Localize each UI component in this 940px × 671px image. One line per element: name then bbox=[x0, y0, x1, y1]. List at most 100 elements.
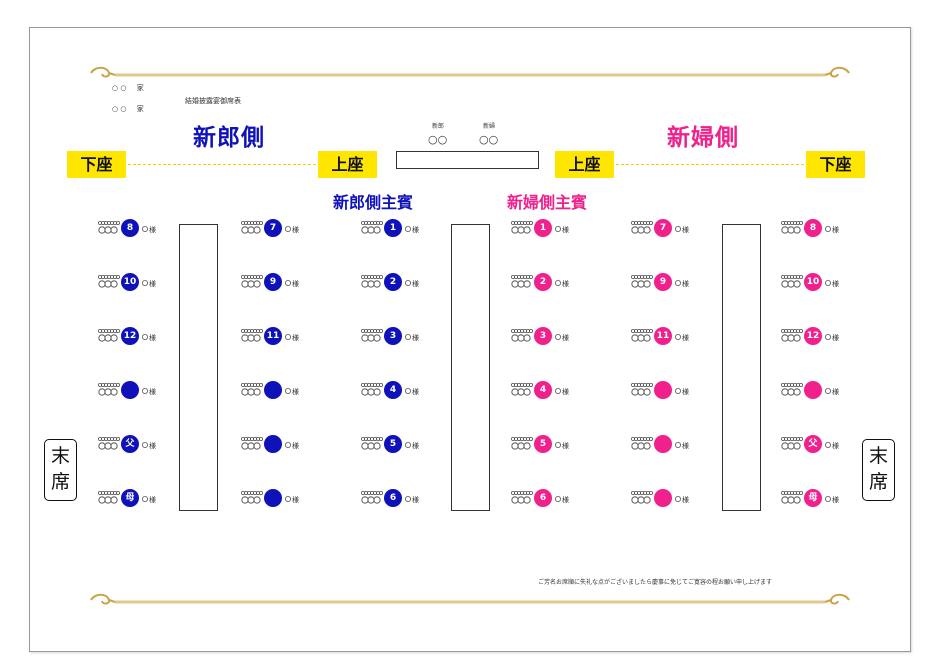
svg-text:様: 様 bbox=[562, 333, 569, 342]
seat-number-badge: 2 bbox=[534, 273, 552, 291]
seat: 様 bbox=[781, 381, 841, 399]
seat: 様母 bbox=[98, 489, 158, 507]
seat-number-badge: 10 bbox=[121, 273, 139, 291]
seat: 様 bbox=[241, 489, 301, 507]
end-label-bottom: 席 bbox=[50, 471, 70, 493]
svg-text:様: 様 bbox=[682, 333, 689, 342]
seat-number-badge bbox=[654, 381, 672, 399]
svg-text:様: 様 bbox=[562, 279, 569, 288]
seat-number-badge: 9 bbox=[264, 273, 282, 291]
seat-name-marks: 様 bbox=[781, 383, 839, 396]
seat-name-marks: 様 bbox=[241, 491, 299, 504]
seat-name-marks: 様 bbox=[781, 275, 839, 288]
svg-text:様: 様 bbox=[292, 387, 299, 396]
seat: 様 11 bbox=[241, 327, 301, 345]
svg-text:様: 様 bbox=[412, 495, 419, 504]
svg-text:様: 様 bbox=[832, 441, 839, 450]
seat-number-badge: 8 bbox=[121, 219, 139, 237]
seat-name-marks: 様 bbox=[511, 491, 569, 504]
svg-text:様: 様 bbox=[832, 333, 839, 342]
family-label: 家 bbox=[136, 84, 144, 92]
svg-text:様: 様 bbox=[292, 441, 299, 450]
family-line-2: ○ ○ 家 bbox=[112, 104, 144, 114]
bride-side-title: 新婦側 bbox=[667, 125, 739, 151]
seat-number-badge: 6 bbox=[534, 489, 552, 507]
bottom-ornament-line bbox=[90, 593, 850, 605]
seat-number-badge: 2 bbox=[384, 273, 402, 291]
svg-text:様: 様 bbox=[149, 279, 156, 288]
dashed-connector-right bbox=[616, 164, 804, 165]
svg-text:様: 様 bbox=[412, 387, 419, 396]
svg-text:様: 様 bbox=[832, 495, 839, 504]
seat-name-marks: 様 bbox=[98, 383, 156, 396]
svg-text:様: 様 bbox=[682, 441, 689, 450]
seat-number-badge: 1 bbox=[534, 219, 552, 237]
long-table-center bbox=[451, 224, 490, 511]
end-label-top: 末 bbox=[868, 445, 888, 467]
seat-name-marks: 様 bbox=[241, 275, 299, 288]
seat-number-badge bbox=[264, 489, 282, 507]
seat-number-badge: 7 bbox=[654, 219, 672, 237]
seat-number-badge: 9 bbox=[654, 273, 672, 291]
seat-number-badge: 8 bbox=[804, 219, 822, 237]
seat-name-marks: 様 bbox=[98, 275, 156, 288]
seat-name-marks: 様 bbox=[631, 221, 689, 234]
bride-main-guest-title: 新婦側主賓 bbox=[507, 193, 588, 212]
seat-number-badge bbox=[654, 435, 672, 453]
seat-number-badge: 3 bbox=[534, 327, 552, 345]
long-table-bride bbox=[722, 224, 761, 511]
seat-name-marks: 様 bbox=[511, 329, 569, 342]
seat-name-marks: 様 bbox=[361, 383, 419, 396]
groom-name-marks: ○○ bbox=[428, 133, 448, 146]
seat: 様 10 bbox=[98, 273, 158, 291]
family-marks: ○ ○ bbox=[112, 84, 127, 92]
seat-number-badge: 11 bbox=[264, 327, 282, 345]
end-label-top: 末 bbox=[50, 445, 70, 467]
top-ornament-line bbox=[90, 66, 850, 78]
seat: 様 bbox=[98, 381, 158, 399]
seat-number-badge: 5 bbox=[534, 435, 552, 453]
seat-number-badge: 3 bbox=[384, 327, 402, 345]
seat: 様 bbox=[631, 381, 691, 399]
dashed-connector-left bbox=[128, 164, 316, 165]
svg-text:様: 様 bbox=[682, 387, 689, 396]
svg-text:様: 様 bbox=[562, 387, 569, 396]
footer-note: ご芳名お席順に失礼な点がございましたら慶事に免じてご寛容の程お願い申し上げます bbox=[538, 579, 773, 586]
seat: 様 bbox=[241, 435, 301, 453]
svg-text:様: 様 bbox=[412, 279, 419, 288]
seat-name-marks: 様 bbox=[361, 221, 419, 234]
svg-text:様: 様 bbox=[682, 495, 689, 504]
seat-number-badge: 7 bbox=[264, 219, 282, 237]
seat-number-badge: 12 bbox=[804, 327, 822, 345]
lower-seat-badge-left: 下座 bbox=[67, 151, 126, 178]
groom-side-title: 新郎側 bbox=[193, 125, 265, 151]
seat-number-badge: 4 bbox=[534, 381, 552, 399]
svg-text:様: 様 bbox=[562, 441, 569, 450]
seat-number-badge bbox=[121, 381, 139, 399]
svg-text:様: 様 bbox=[292, 279, 299, 288]
seat-number-badge bbox=[264, 381, 282, 399]
family-label: 家 bbox=[136, 105, 144, 113]
seat: 様 bbox=[631, 435, 691, 453]
seat-number-badge: 父 bbox=[121, 435, 139, 453]
svg-text:様: 様 bbox=[832, 225, 839, 234]
svg-text:様: 様 bbox=[149, 441, 156, 450]
seat-number-badge: 5 bbox=[384, 435, 402, 453]
seat-name-marks: 様 bbox=[631, 275, 689, 288]
svg-text:様: 様 bbox=[149, 333, 156, 342]
seat-name-marks: 様 bbox=[241, 437, 299, 450]
bride-name-marks: ○○ bbox=[479, 133, 499, 146]
seat: 様父 bbox=[98, 435, 158, 453]
seat: 様母 bbox=[781, 489, 841, 507]
family-marks: ○ ○ bbox=[112, 105, 127, 113]
seat-number-badge: 母 bbox=[804, 489, 822, 507]
lower-seat-badge-right: 下座 bbox=[806, 151, 865, 178]
seat-name-marks: 様 bbox=[781, 437, 839, 450]
seat-number-badge: 父 bbox=[804, 435, 822, 453]
